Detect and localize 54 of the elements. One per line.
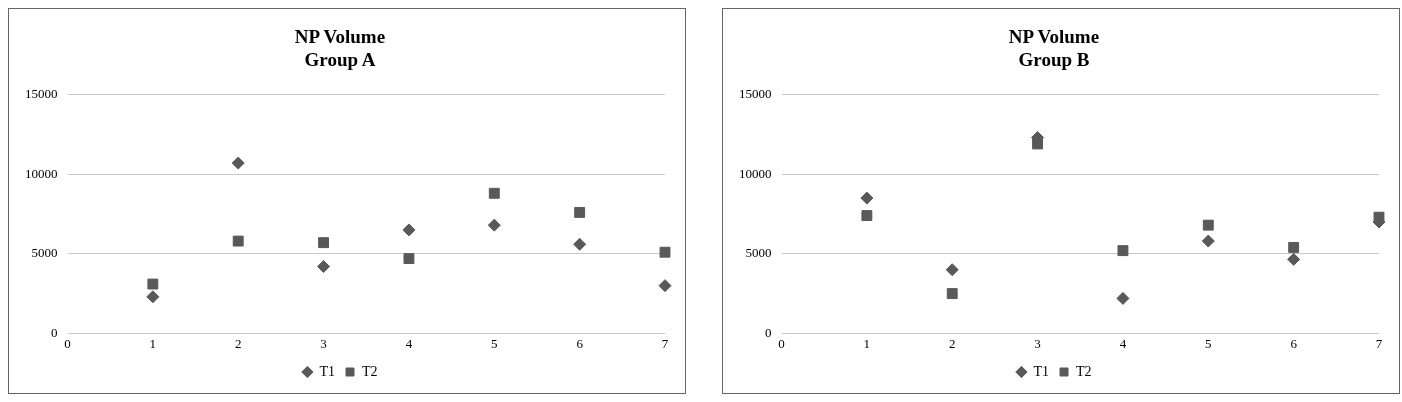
- point: [1117, 245, 1129, 257]
- point: [573, 237, 587, 251]
- point: [946, 288, 958, 300]
- y-tick-label: 10000: [739, 165, 772, 181]
- point: [861, 210, 873, 222]
- point: [231, 156, 245, 170]
- x-tick-label: 6: [576, 335, 584, 351]
- point: [1116, 291, 1130, 305]
- x-tick-label: 5: [491, 335, 498, 351]
- point: [1287, 252, 1301, 266]
- point: [1201, 234, 1215, 248]
- y-tick-label: 15000: [739, 86, 772, 102]
- legend-label: T2: [362, 363, 378, 379]
- point: [403, 253, 415, 265]
- point: [232, 235, 244, 247]
- point: [488, 187, 500, 199]
- x-tick-label: 1: [149, 335, 157, 351]
- x-tick-label: 0: [778, 335, 785, 351]
- point: [658, 279, 672, 293]
- point: [147, 278, 159, 290]
- chart-title: NP Volume Group A: [294, 26, 386, 71]
- y-tick-label: 0: [51, 324, 58, 340]
- legend-label: T1: [1033, 363, 1050, 379]
- x-tick-label: 1: [863, 335, 871, 351]
- point: [1202, 219, 1214, 231]
- x-tick-label: 7: [1375, 335, 1383, 351]
- point: [487, 218, 501, 232]
- y-tick-label: 0: [765, 324, 772, 340]
- point: [318, 237, 330, 249]
- chart-title: NP Volume Group B: [1008, 26, 1100, 71]
- x-tick-label: 4: [1119, 335, 1127, 351]
- x-tick-label: 7: [661, 335, 669, 351]
- legend-label: T2: [1076, 363, 1092, 379]
- y-tick-label: 5000: [31, 245, 58, 261]
- x-tick-label: 3: [320, 335, 327, 351]
- point: [945, 263, 959, 277]
- point: [146, 290, 160, 304]
- x-tick-label: 2: [234, 335, 242, 351]
- x-tick-label: 6: [1290, 335, 1298, 351]
- point: [1288, 241, 1300, 253]
- x-tick-label: 3: [1034, 335, 1041, 351]
- y-tick-label: 15000: [25, 86, 58, 102]
- point: [659, 246, 671, 258]
- y-tick-label: 10000: [25, 165, 58, 181]
- x-tick-label: 4: [405, 335, 413, 351]
- point: [402, 223, 416, 237]
- y-tick-label: 5000: [745, 245, 772, 261]
- x-tick-label: 5: [1205, 335, 1212, 351]
- x-tick-label: 0: [64, 335, 71, 351]
- x-tick-label: 2: [948, 335, 956, 351]
- point: [860, 191, 874, 205]
- point: [317, 260, 331, 274]
- point: [574, 206, 586, 218]
- legend-label: T1: [319, 363, 336, 379]
